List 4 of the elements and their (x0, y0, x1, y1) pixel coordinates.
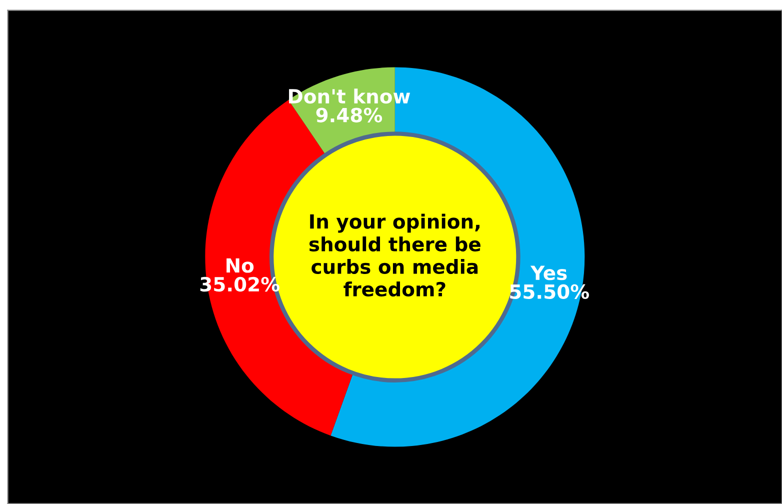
slice-label: No (226, 258, 254, 273)
slice-label: Yes (530, 266, 567, 280)
text: In your opinion, should there be curbs on media freedom? (309, 214, 480, 297)
data-label: 9.48% (316, 108, 382, 122)
